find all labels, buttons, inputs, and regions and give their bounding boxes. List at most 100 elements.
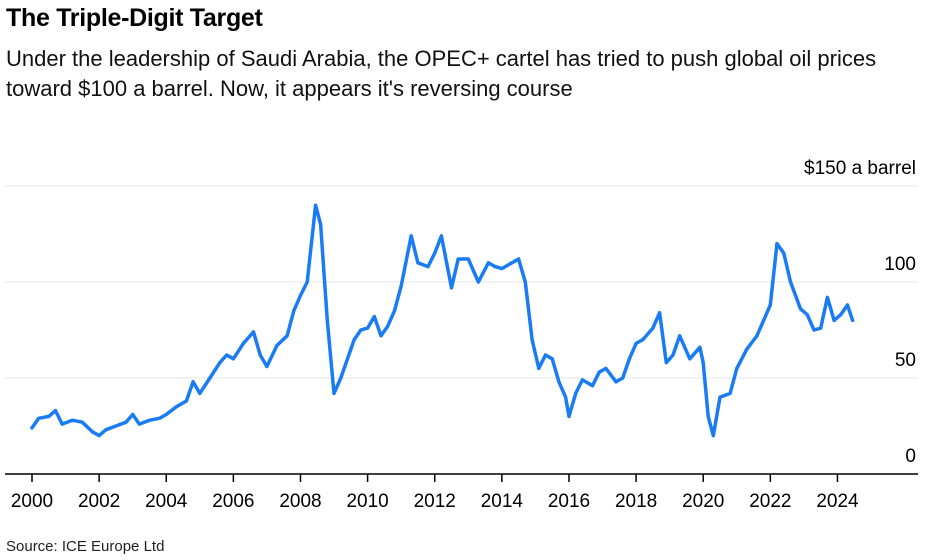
data-point-66: [550, 357, 554, 361]
data-point-75: [614, 380, 618, 384]
series-line-0: [30, 203, 855, 438]
data-point-74: [604, 366, 608, 370]
data-point-4: [60, 422, 64, 426]
source-note: Source: ICE Europe Ltd: [6, 538, 165, 555]
data-point-3: [53, 409, 58, 413]
series-group: [30, 203, 855, 438]
data-point-69: [567, 414, 571, 418]
data-point-41: [359, 328, 363, 332]
data-point-106: [839, 313, 843, 317]
data-point-50: [426, 265, 430, 269]
x-tick-label: 2016: [548, 491, 590, 512]
data-point-31: [292, 309, 296, 313]
data-point-37: [332, 391, 336, 395]
data-point-100: [798, 307, 803, 311]
data-point-90: [718, 395, 722, 399]
data-point-94: [755, 334, 759, 338]
data-point-86: [698, 345, 702, 349]
data-point-17: [174, 405, 178, 409]
data-point-47: [399, 284, 403, 288]
data-point-21: [208, 376, 212, 380]
data-point-93: [745, 347, 749, 351]
x-tick-label: 2006: [212, 491, 254, 512]
data-point-43: [372, 315, 376, 319]
x-tick-label: 2024: [816, 491, 859, 512]
data-point-20: [198, 391, 202, 395]
data-point-107: [845, 303, 850, 307]
data-point-28: [265, 364, 269, 369]
data-point-35: [319, 222, 323, 226]
data-point-64: [537, 366, 541, 370]
data-point-85: [688, 357, 692, 361]
x-tick-label: 2004: [145, 491, 188, 512]
data-point-30: [285, 334, 289, 338]
x-tick-label: 2002: [78, 491, 120, 512]
data-point-14: [147, 418, 152, 422]
data-point-102: [812, 328, 816, 332]
data-point-46: [392, 309, 397, 313]
data-point-97: [775, 242, 779, 246]
data-point-92: [735, 366, 739, 370]
x-tick-label: 2012: [414, 491, 456, 512]
y-axis: 0 50 100 $150 a barrel: [804, 158, 916, 467]
data-point-7: [90, 430, 94, 434]
data-point-23: [225, 353, 229, 357]
data-point-49: [416, 261, 420, 265]
data-point-105: [832, 318, 836, 322]
data-point-5: [70, 418, 74, 422]
x-tick-label: 2010: [346, 491, 388, 512]
data-point-56: [476, 280, 480, 284]
data-point-13: [137, 422, 141, 426]
data-point-33: [305, 280, 309, 284]
data-point-61: [517, 257, 521, 261]
data-point-60: [510, 261, 514, 265]
data-point-53: [449, 286, 454, 290]
data-point-52: [439, 234, 443, 238]
gridlines: [5, 185, 918, 379]
data-point-67: [557, 380, 561, 384]
data-point-6: [80, 420, 84, 424]
data-point-48: [409, 234, 413, 238]
data-point-11: [124, 420, 128, 424]
data-point-9: [104, 428, 108, 432]
data-point-55: [466, 257, 470, 261]
data-point-84: [678, 334, 682, 338]
data-point-62: [523, 280, 527, 284]
x-tick-label: 2018: [615, 491, 657, 512]
data-point-29: [275, 343, 279, 347]
data-point-71: [580, 378, 585, 382]
data-point-22: [218, 361, 222, 365]
chart-title: The Triple-Digit Target: [6, 4, 263, 32]
x-tick-label: 2014: [481, 491, 524, 512]
data-point-82: [664, 361, 668, 365]
data-point-96: [768, 303, 772, 307]
data-point-54: [456, 257, 460, 261]
x-tick-label: 2020: [682, 491, 724, 512]
y-tick-label: $150 a barrel: [804, 158, 916, 179]
data-point-77: [627, 357, 632, 361]
data-point-103: [819, 326, 823, 330]
data-point-95: [762, 318, 766, 322]
data-point-57: [486, 261, 490, 265]
data-point-87: [701, 361, 705, 365]
data-point-59: [500, 267, 504, 271]
data-point-108: [851, 318, 855, 322]
data-point-19: [191, 380, 195, 384]
data-point-2: [47, 414, 51, 418]
data-point-78: [634, 341, 638, 345]
data-point-1: [37, 416, 41, 420]
x-tick-label: 2000: [11, 491, 53, 512]
x-axis: 2000 2002 2004 2006 2008 2010 2012 2014 2016 2018…: [5, 473, 918, 512]
data-point-63: [530, 338, 534, 342]
chart-subtitle: Under the leadership of Saudi Arabia, th…: [6, 46, 877, 101]
data-point-0: [30, 426, 34, 430]
data-point-45: [386, 324, 390, 328]
y-tick-label: 0: [905, 446, 916, 467]
data-point-72: [590, 384, 595, 388]
data-point-40: [352, 338, 356, 342]
data-point-36: [325, 318, 329, 322]
data-point-104: [825, 295, 830, 299]
y-tick-label: 100: [884, 254, 916, 275]
data-point-51: [433, 251, 437, 255]
data-point-10: [114, 424, 118, 428]
